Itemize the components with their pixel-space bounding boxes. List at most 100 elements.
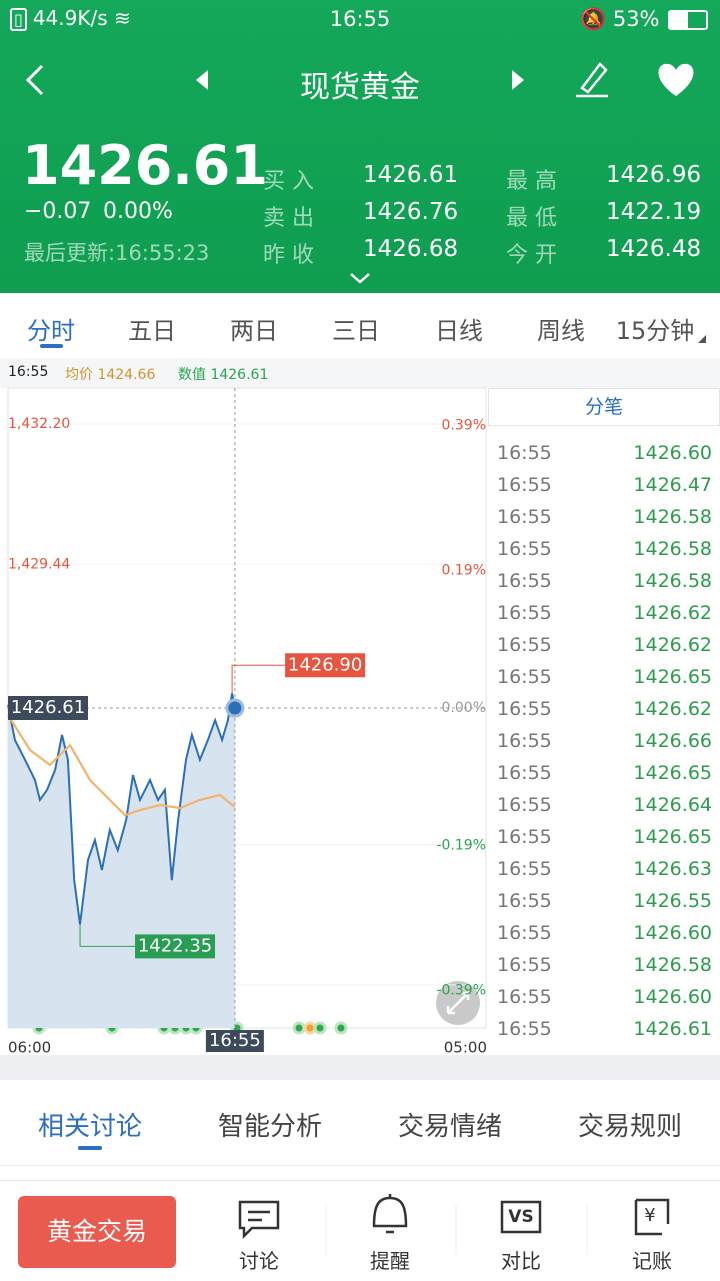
field-value: 1426.48 [606, 236, 702, 262]
period-tab[interactable]: 分时 [27, 317, 75, 345]
updated-label: 最后更新: [24, 241, 116, 265]
period-tab[interactable]: 三日 [332, 317, 380, 345]
tick-price: 1426.65 [633, 762, 712, 784]
period-tab[interactable]: 五日 [128, 317, 176, 345]
fullscreen-button[interactable] [436, 981, 480, 1025]
tick-time: 16:55 [497, 762, 552, 784]
period-tab[interactable]: 周线 [537, 317, 585, 345]
action-item[interactable]: 提醒 [370, 1249, 410, 1273]
tick-time: 16:55 [497, 730, 552, 752]
discuss-icon [238, 1200, 280, 1240]
info-time: 16:55 [8, 364, 49, 380]
tick-price: 1426.47 [633, 474, 712, 496]
cursor-dot [225, 698, 245, 718]
net-speed: ▯ 44.9K/s ≋ [10, 6, 131, 31]
battery-icon [668, 10, 708, 30]
annotation-box [285, 653, 366, 678]
tick-time: 16:55 [497, 858, 552, 880]
y-tick-label: 1,429.44 [8, 556, 70, 572]
action-bar: 黄金交易 [0, 1180, 720, 1281]
prev-button[interactable] [196, 70, 208, 90]
y2-tick-label: 0.39% [442, 417, 486, 433]
tick-price: 1426.62 [633, 698, 712, 720]
field-value: 1426.96 [606, 162, 702, 188]
tick-time: 16:55 [497, 474, 552, 496]
tick-time: 16:55 [497, 794, 552, 816]
current-price-label: 1426.61 [11, 697, 85, 718]
tick-time: 16:55 [497, 698, 552, 720]
change: −0.07 [24, 199, 92, 224]
tick-time: 16:55 [497, 954, 552, 976]
period-tabs: 分时 五日 两日 三日 日线 周线 15分钟 [0, 293, 720, 358]
field-label: 买 入 [263, 169, 314, 194]
y2-tick-label: 0.19% [442, 562, 486, 578]
tick-time: 16:55 [497, 570, 552, 592]
tick-time: 16:55 [497, 1018, 552, 1040]
battery: 🔕 53% [580, 7, 660, 31]
nav-bar [25, 62, 694, 98]
tick-price: 1426.58 [633, 570, 712, 592]
y-tick-label: 1,432.20 [8, 416, 70, 432]
content-tab[interactable]: 智能分析 [217, 1112, 322, 1142]
avg-value: 1424.66 [97, 367, 156, 383]
tick-time: 16:55 [497, 922, 552, 944]
expand-chevron[interactable] [348, 270, 372, 286]
tick-time: 16:55 [497, 442, 552, 464]
field-label: 最 低 [506, 206, 557, 231]
info-bar [0, 358, 720, 388]
ticks-title: 分笔 [488, 388, 720, 426]
tick-time: 16:55 [497, 506, 552, 528]
action-item[interactable]: 对比 [501, 1249, 541, 1273]
annotation-label: 1426.90 [288, 654, 362, 675]
current-price-tag [8, 696, 88, 720]
bottom-tabs: 相关讨论 智能分析 交易情绪 交易规则 [0, 1080, 720, 1166]
tick-time: 16:55 [497, 538, 552, 560]
edit-button[interactable] [576, 62, 608, 98]
tick-price: 1426.64 [633, 794, 712, 816]
content-tab[interactable]: 交易规则 [577, 1112, 682, 1142]
x-tick-label: 16:55 [209, 1030, 261, 1051]
title: 现货黄金 [300, 70, 420, 105]
tick-price: 1426.65 [633, 826, 712, 848]
period-tab[interactable]: 两日 [230, 317, 278, 345]
tab-underline [40, 344, 63, 348]
updated: 最后更新:16:55:23 [24, 237, 209, 267]
compare-glyph: VS [508, 1207, 533, 1227]
period-tab[interactable]: 日线 [435, 317, 483, 345]
trade-button[interactable]: 黄金交易 [18, 1196, 176, 1268]
back-button[interactable] [25, 64, 44, 96]
tab-corner [698, 335, 706, 343]
tick-price: 1426.62 [633, 602, 712, 624]
clock: 16:55 [329, 7, 391, 31]
tick-time: 16:55 [497, 666, 552, 688]
tick-time: 16:55 [497, 826, 552, 848]
value-label: 数值 [178, 367, 206, 383]
field-label: 最 高 [506, 169, 557, 194]
tick-price: 1426.63 [633, 858, 712, 880]
value-value: 1426.61 [210, 367, 269, 383]
content-tab-underline [78, 1146, 102, 1150]
content-tab[interactable]: 交易情绪 [397, 1112, 502, 1142]
tick-time: 16:55 [497, 890, 552, 912]
info-value: 数值 1426.61 [178, 364, 268, 384]
tick-price: 1426.58 [633, 538, 712, 560]
divider [0, 1055, 720, 1080]
field-value: 1426.68 [363, 236, 459, 262]
favorite-button[interactable] [658, 63, 694, 96]
x-tick-label: 05:00 [444, 1039, 487, 1057]
field-label: 昨 收 [263, 243, 314, 268]
period-tab[interactable]: 15分钟 [615, 317, 695, 345]
next-button[interactable] [512, 70, 524, 90]
content-tab[interactable]: 相关讨论 [37, 1112, 142, 1142]
tick-time: 16:55 [497, 602, 552, 624]
battery-level [670, 12, 688, 28]
tick-time: 16:55 [497, 634, 552, 656]
avg-label: 均价 [65, 367, 93, 383]
action-item[interactable]: 讨论 [239, 1249, 279, 1273]
speed-text: 44.9K/s [32, 6, 108, 30]
price-line [7, 714, 236, 817]
ledger-glyph: ¥ [644, 1205, 655, 1226]
field-label: 今 开 [506, 243, 557, 268]
action-item[interactable]: 记账 [632, 1249, 672, 1273]
y2-tick-label: 0.00% [442, 700, 486, 716]
